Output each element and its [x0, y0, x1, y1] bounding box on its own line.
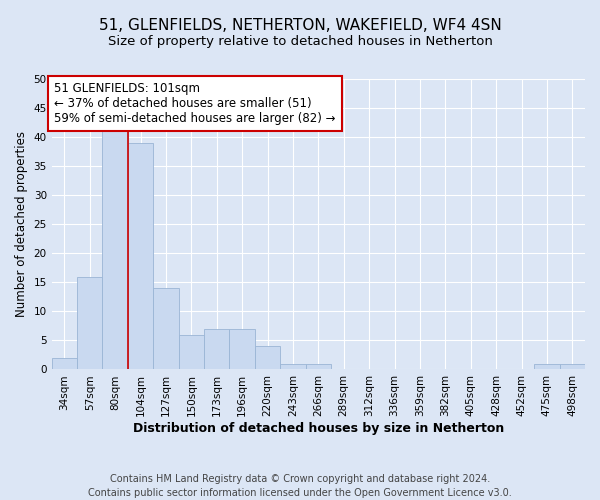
Text: Size of property relative to detached houses in Netherton: Size of property relative to detached ho…	[107, 35, 493, 48]
Bar	[305, 364, 331, 370]
Bar	[255, 346, 280, 370]
Bar	[534, 364, 560, 370]
Text: 51 GLENFIELDS: 101sqm
← 37% of detached houses are smaller (51)
59% of semi-deta: 51 GLENFIELDS: 101sqm ← 37% of detached …	[54, 82, 336, 125]
Bar	[560, 364, 585, 370]
Text: 51, GLENFIELDS, NETHERTON, WAKEFIELD, WF4 4SN: 51, GLENFIELDS, NETHERTON, WAKEFIELD, WF…	[98, 18, 502, 32]
Bar	[153, 288, 179, 370]
Bar	[280, 364, 305, 370]
Y-axis label: Number of detached properties: Number of detached properties	[15, 131, 28, 317]
Bar	[204, 329, 229, 370]
Bar	[229, 329, 255, 370]
Bar	[77, 276, 103, 370]
X-axis label: Distribution of detached houses by size in Netherton: Distribution of detached houses by size …	[133, 422, 504, 435]
Bar	[128, 143, 153, 370]
Text: Contains HM Land Registry data © Crown copyright and database right 2024.
Contai: Contains HM Land Registry data © Crown c…	[88, 474, 512, 498]
Bar	[103, 132, 128, 370]
Bar	[179, 334, 204, 370]
Bar	[52, 358, 77, 370]
